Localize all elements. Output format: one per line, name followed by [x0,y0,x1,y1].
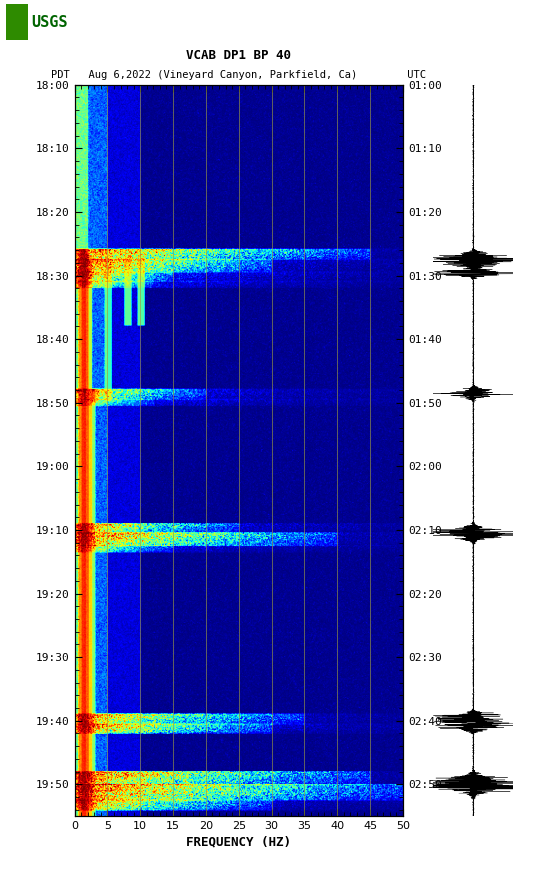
Text: USGS: USGS [31,15,68,29]
Text: PDT   Aug 6,2022 (Vineyard Canyon, Parkfield, Ca)        UTC: PDT Aug 6,2022 (Vineyard Canyon, Parkfie… [51,70,426,80]
X-axis label: FREQUENCY (HZ): FREQUENCY (HZ) [186,835,291,848]
Text: VCAB DP1 BP 40: VCAB DP1 BP 40 [186,49,291,62]
Bar [6,4,28,40]
